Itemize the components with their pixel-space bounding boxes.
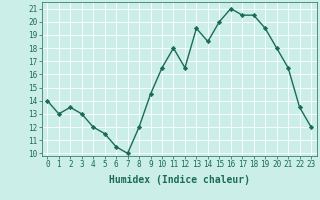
X-axis label: Humidex (Indice chaleur): Humidex (Indice chaleur) [109,175,250,185]
